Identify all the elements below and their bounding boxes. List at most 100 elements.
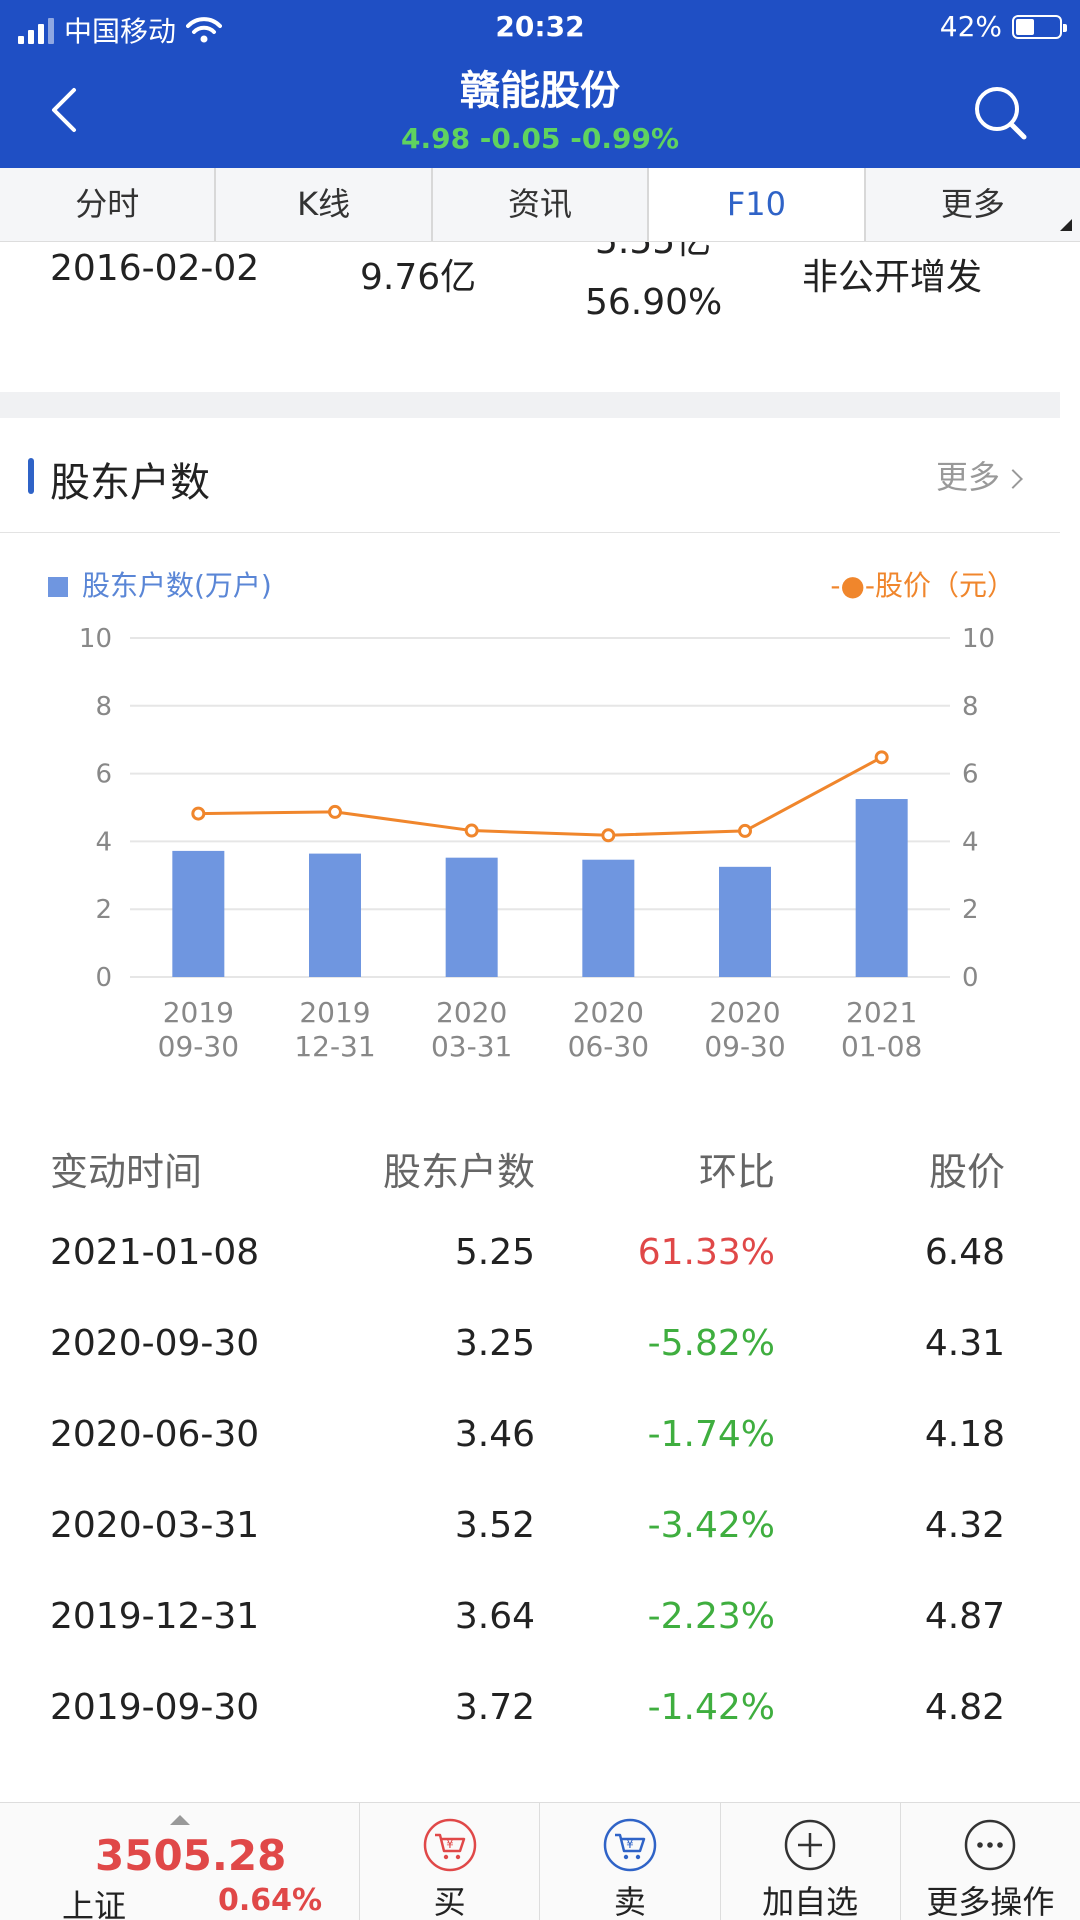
y2-tick-label: 2 [962, 895, 979, 925]
sell-button[interactable]: ¥ 卖 [540, 1803, 721, 1920]
row-date: 2021-01-08 [50, 1232, 260, 1273]
bar-shareholders [855, 799, 908, 977]
tab-intraday[interactable]: 分时 [0, 168, 217, 241]
index-pct: 0.64% [218, 1883, 323, 1918]
header-change: 环比 [698, 1150, 775, 1194]
index-value: 3505.28 [95, 1831, 287, 1880]
table-row: 2019-09-30 3.72 -1.42% 4.82 [0, 1671, 1080, 1762]
row-count: 3.64 [454, 1596, 535, 1637]
row-count: 3.46 [454, 1414, 535, 1455]
search-icon[interactable] [970, 82, 1030, 142]
y-tick-label: 8 [95, 692, 112, 722]
stock-quote: 4.98 -0.05 -0.99% [400, 122, 680, 155]
x-tick-label: 2020 03-31 [431, 996, 512, 1063]
x-tick-label: 2019 09-30 [158, 996, 239, 1063]
legend-line-label: -●-股价（元） [830, 569, 1015, 602]
tab-f10[interactable]: F10 [649, 168, 866, 241]
battery-icon [1012, 14, 1067, 39]
more-actions-label: 更多操作 [926, 1883, 1055, 1920]
bar-shareholders [172, 850, 225, 977]
caret-up-icon [170, 1815, 190, 1825]
row-price: 4.87 [924, 1596, 1005, 1637]
x-tick-label: 2020 06-30 [568, 996, 649, 1063]
x-tick-label: 2019 12-31 [294, 996, 375, 1063]
battery-percent: 42% [939, 10, 1002, 43]
row-change: -5.82% [647, 1323, 775, 1364]
row-price: 4.31 [924, 1323, 1005, 1364]
prev-amount2: 5.55亿 [595, 242, 711, 264]
bar-shareholders [582, 859, 635, 977]
header-count: 股东户数 [382, 1150, 535, 1194]
tab-more-label: 更多 [940, 185, 1005, 223]
row-change: 61.33% [637, 1232, 775, 1273]
row-price: 4.32 [924, 1505, 1005, 1546]
price-point [191, 806, 206, 821]
row-date: 2019-09-30 [50, 1687, 260, 1728]
table-row: 2019-12-31 3.64 -2.23% 4.87 [0, 1580, 1080, 1671]
row-count: 3.25 [454, 1323, 535, 1364]
y-tick-label: 2 [95, 895, 112, 925]
y2-tick-label: 6 [962, 760, 979, 790]
row-price: 4.18 [924, 1414, 1005, 1455]
table-row: 2020-06-30 3.46 -1.74% 4.18 [0, 1398, 1080, 1489]
header-price: 股价 [928, 1150, 1005, 1194]
section-divider [0, 392, 1060, 418]
y2-tick-label: 4 [962, 827, 979, 857]
more-dots-icon [965, 1819, 1016, 1871]
tab-kline[interactable]: K线 [216, 168, 433, 241]
bar-shareholders [309, 853, 361, 977]
row-change: -3.42% [647, 1505, 775, 1546]
stock-name: 赣能股份 [460, 68, 620, 114]
bar-shareholders [719, 866, 771, 977]
buy-button[interactable]: ¥ 买 [360, 1803, 541, 1920]
row-date: 2020-09-30 [50, 1323, 260, 1364]
y2-tick-label: 10 [962, 624, 995, 654]
row-date: 2019-12-31 [50, 1596, 260, 1637]
y-tick-label: 0 [95, 963, 112, 993]
x-tick-label: 2020 09-30 [704, 996, 785, 1063]
row-date: 2020-03-31 [50, 1505, 260, 1546]
row-change: -1.74% [647, 1414, 775, 1455]
prev-date: 2016-02-02 [50, 248, 260, 289]
legend-bar-label: 股东户数(万户) [82, 569, 272, 602]
row-price: 4.82 [924, 1687, 1005, 1728]
shareholder-table: 变动时间 股东户数 环比 股价 2021-01-08 5.25 61.33% 6.48… [0, 1125, 1080, 1762]
status-time: 20:32 [495, 10, 585, 43]
bottom-toolbar: 3505.28 上证 0.64% ¥ 买 ¥ 卖 加自选 [0, 1802, 1080, 1920]
bar-shareholders [445, 857, 498, 977]
back-arrow-icon[interactable] [40, 80, 90, 140]
section-title: 股东户数 [50, 460, 210, 506]
row-change: -1.42% [647, 1687, 775, 1728]
status-bar: 中国移动 20:32 42% [0, 0, 1080, 56]
table-row: 2020-03-31 3.52 -3.42% 4.32 [0, 1489, 1080, 1580]
y2-tick-label: 8 [962, 692, 979, 722]
more-actions-button[interactable]: 更多操作 [901, 1803, 1080, 1920]
buy-label: 买 [433, 1883, 466, 1920]
shareholder-chart: 股东户数(万户) -●-股价（元） 0 0 2 2 4 4 6 6 8 8 10 10 2019 09-30 2… [48, 569, 1015, 1063]
section-more-link[interactable]: 更多 [935, 452, 1023, 498]
legend-bar-swatch [48, 577, 68, 597]
row-count: 5.25 [454, 1232, 535, 1273]
row-count: 3.52 [454, 1505, 535, 1546]
tab-news[interactable]: 资讯 [433, 168, 650, 241]
row-price: 6.48 [924, 1232, 1005, 1273]
svg-text:¥: ¥ [626, 1837, 634, 1851]
tab-bar: 分时 K线 资讯 F10 更多 [0, 168, 1080, 242]
price-point [464, 823, 479, 838]
tab-more[interactable]: 更多 [866, 168, 1080, 241]
header-date: 变动时间 [50, 1150, 203, 1194]
wifi-icon [186, 17, 223, 43]
y2-tick-label: 0 [962, 963, 979, 993]
corner-triangle-icon [1060, 219, 1073, 231]
cart-buy-icon: ¥ [423, 1818, 476, 1872]
prev-amount: 9.76亿 [360, 257, 477, 298]
y-tick-label: 6 [95, 760, 112, 790]
chevron-right-icon [1003, 469, 1023, 489]
y-tick-label: 4 [95, 827, 112, 857]
add-watchlist-button[interactable]: 加自选 [721, 1803, 901, 1920]
price-point [328, 804, 342, 819]
market-index[interactable]: 3505.28 上证 0.64% [0, 1803, 360, 1920]
section-more-label: 更多 [935, 458, 1000, 496]
table-row: 2020-09-30 3.25 -5.82% 4.31 [0, 1307, 1080, 1398]
section-accent-bar [28, 458, 34, 494]
